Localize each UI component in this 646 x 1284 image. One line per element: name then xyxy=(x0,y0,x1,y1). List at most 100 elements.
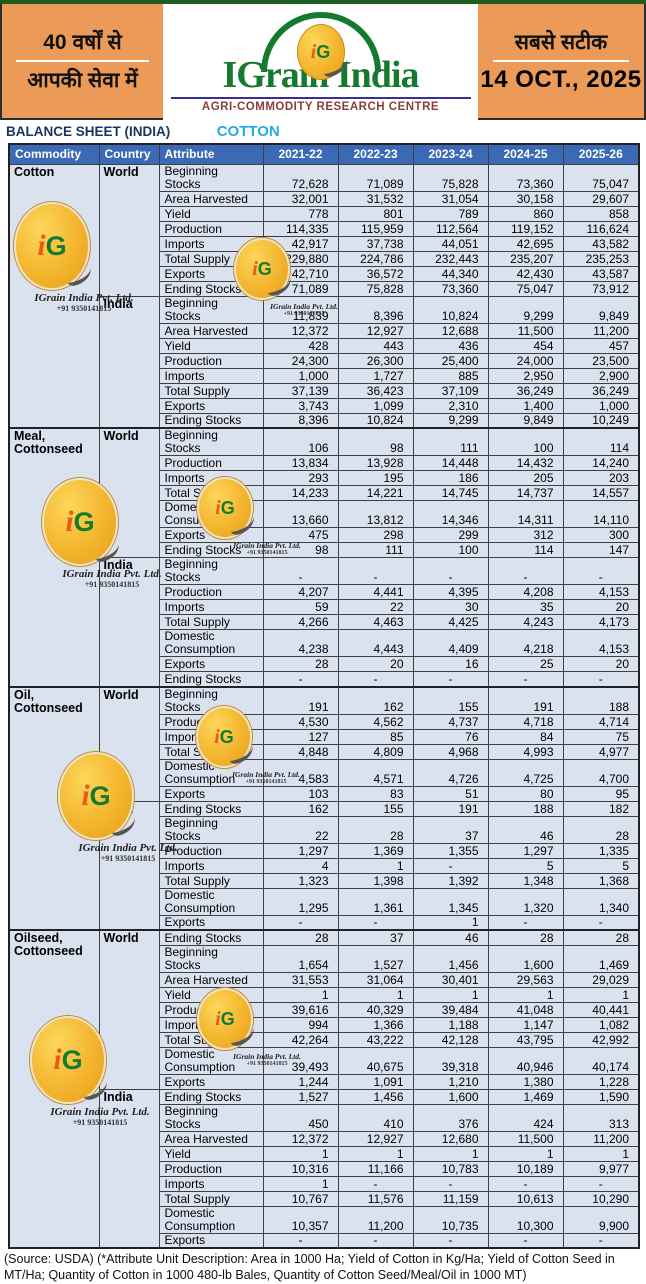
value-cell: 1,654 xyxy=(262,944,339,973)
value-cell: 1 xyxy=(262,1175,339,1192)
value-cell: 83 xyxy=(337,785,414,802)
value-cell: - xyxy=(487,1232,564,1249)
tagline-left-box: 40 वर्षों से आपकी सेवा में xyxy=(0,4,163,120)
table-row: Total Supply 229,880 224,786 232,443 235,207… xyxy=(9,250,640,267)
table-row: Area Harvested 12,372 12,927 12,688 11,500 11… xyxy=(9,322,640,339)
value-cell: 28 xyxy=(262,656,339,672)
value-cell: 13,834 xyxy=(262,455,339,471)
value-cell: 4,238 xyxy=(262,629,339,657)
attribute-cell: Production xyxy=(158,584,264,600)
value-cell: 1 xyxy=(562,1145,640,1162)
value-cell: 4,530 xyxy=(262,713,339,730)
value-cell: 29,563 xyxy=(487,971,564,988)
value-cell: 4,441 xyxy=(337,584,414,600)
value-cell: 860 xyxy=(487,205,564,222)
value-cell: 13,660 xyxy=(262,500,339,528)
brand-subtitle: AGRI-COMMODITY RESEARCH CENTRE xyxy=(201,101,440,113)
date-box: सबसे सटीक 14 OCT., 2025 xyxy=(478,4,646,120)
table-row: Imports 1- - - - xyxy=(9,1175,640,1192)
value-cell: 10,189 xyxy=(487,1160,564,1177)
value-cell: 1 xyxy=(412,1145,489,1162)
table-row: Exports 3,743 1,099 2,310 1,400 1,000 xyxy=(9,397,640,414)
attribute-cell: Domestic Consumption xyxy=(158,758,264,787)
value-cell: 11,500 xyxy=(487,322,564,339)
value-cell: 112,564 xyxy=(412,220,489,237)
value-cell: 40,329 xyxy=(337,1001,414,1018)
value-cell: 127 xyxy=(262,728,339,745)
value-cell: 24,300 xyxy=(262,352,339,369)
value-cell: 9,299 xyxy=(487,295,564,324)
value-cell: 4,714 xyxy=(562,713,640,730)
value-cell: 10,735 xyxy=(412,1205,489,1234)
value-cell: - xyxy=(562,671,640,687)
value-cell: 1,297 xyxy=(487,842,564,859)
value-cell: 36,423 xyxy=(337,382,414,399)
value-cell: 195 xyxy=(337,470,414,486)
value-cell: - xyxy=(262,914,339,931)
value-cell: 1,456 xyxy=(412,944,489,973)
table-row: Beginning Stocks 1,654 1,527 1,456 1,600 1,46… xyxy=(9,944,640,973)
value-cell: 1,366 xyxy=(337,1016,414,1033)
value-cell: 1,295 xyxy=(262,887,339,916)
table-row: Production 24,300 26,300 25,400 24,000 23,500 xyxy=(9,352,640,369)
value-cell: 75,047 xyxy=(487,280,564,297)
value-cell: 24,000 xyxy=(487,352,564,369)
table-row: Oilseed, Cottonseed World Ending Stocks 28 3… xyxy=(8,929,640,1249)
value-cell: 13,812 xyxy=(337,500,414,528)
attribute-cell: Exports xyxy=(158,785,264,802)
attribute-cell: Domestic Consumption xyxy=(158,1046,264,1075)
value-cell: 203 xyxy=(562,470,640,486)
value-cell: 2,900 xyxy=(562,367,640,384)
value-cell: 36,572 xyxy=(337,265,414,282)
page-title: BALANCE SHEET (INDIA) xyxy=(6,124,171,139)
attribute-cell: Exports xyxy=(158,914,264,931)
value-cell: 10,249 xyxy=(562,412,640,429)
value-cell: 25,400 xyxy=(412,352,489,369)
value-cell: 191 xyxy=(487,685,564,715)
value-cell: 4,395 xyxy=(412,584,489,600)
value-cell: 42,917 xyxy=(262,235,339,252)
value-cell: 46 xyxy=(412,929,489,946)
value-cell: 1 xyxy=(412,986,489,1003)
value-cell: 14,557 xyxy=(562,485,640,501)
column-header: 2025-26 xyxy=(562,143,640,165)
value-cell: 11,166 xyxy=(337,1160,414,1177)
table-row: Production 4,530 4,562 4,737 4,718 4,714 xyxy=(9,713,640,730)
source-note: (Source: USDA) (*Attribute Unit Descript… xyxy=(4,1252,615,1282)
column-header: 2022-23 xyxy=(337,143,414,165)
value-cell: 1,297 xyxy=(262,842,339,859)
value-cell: - xyxy=(562,557,640,585)
value-cell: 14,233 xyxy=(262,485,339,501)
value-cell: 4 xyxy=(262,857,339,874)
value-cell: 14,432 xyxy=(487,455,564,471)
value-cell: 12,680 xyxy=(412,1130,489,1147)
value-cell: 71,089 xyxy=(262,280,339,297)
attribute-cell: Beginning Stocks xyxy=(158,685,264,715)
value-cell: 1,527 xyxy=(337,944,414,973)
table-row: Domestic Consumption 10,357 11,200 10,735 10… xyxy=(9,1205,640,1234)
value-cell: 4,848 xyxy=(262,743,339,760)
value-cell: 1 xyxy=(412,914,489,931)
value-cell: 28 xyxy=(262,929,339,946)
value-cell: 40,675 xyxy=(337,1046,414,1075)
value-cell: 8,396 xyxy=(262,412,339,429)
value-cell: 28 xyxy=(562,815,640,844)
attribute-cell: Area Harvested xyxy=(158,190,264,207)
value-cell: 42,264 xyxy=(262,1031,339,1048)
value-cell: 1,392 xyxy=(412,872,489,889)
value-cell: 155 xyxy=(412,685,489,715)
value-cell: 114,335 xyxy=(262,220,339,237)
value-cell: 10,613 xyxy=(487,1190,564,1207)
value-cell: 1,340 xyxy=(562,887,640,916)
attribute-cell: Ending Stocks xyxy=(158,1088,264,1105)
commodity-title: COTTON xyxy=(216,123,280,140)
value-cell: 28 xyxy=(487,929,564,946)
value-cell: 1,000 xyxy=(262,367,339,384)
value-cell: - xyxy=(562,1232,640,1249)
value-cell: 39,493 xyxy=(262,1046,339,1075)
value-cell: 4,737 xyxy=(412,713,489,730)
value-cell: 71,089 xyxy=(337,163,414,192)
value-cell: 4,443 xyxy=(337,629,414,657)
